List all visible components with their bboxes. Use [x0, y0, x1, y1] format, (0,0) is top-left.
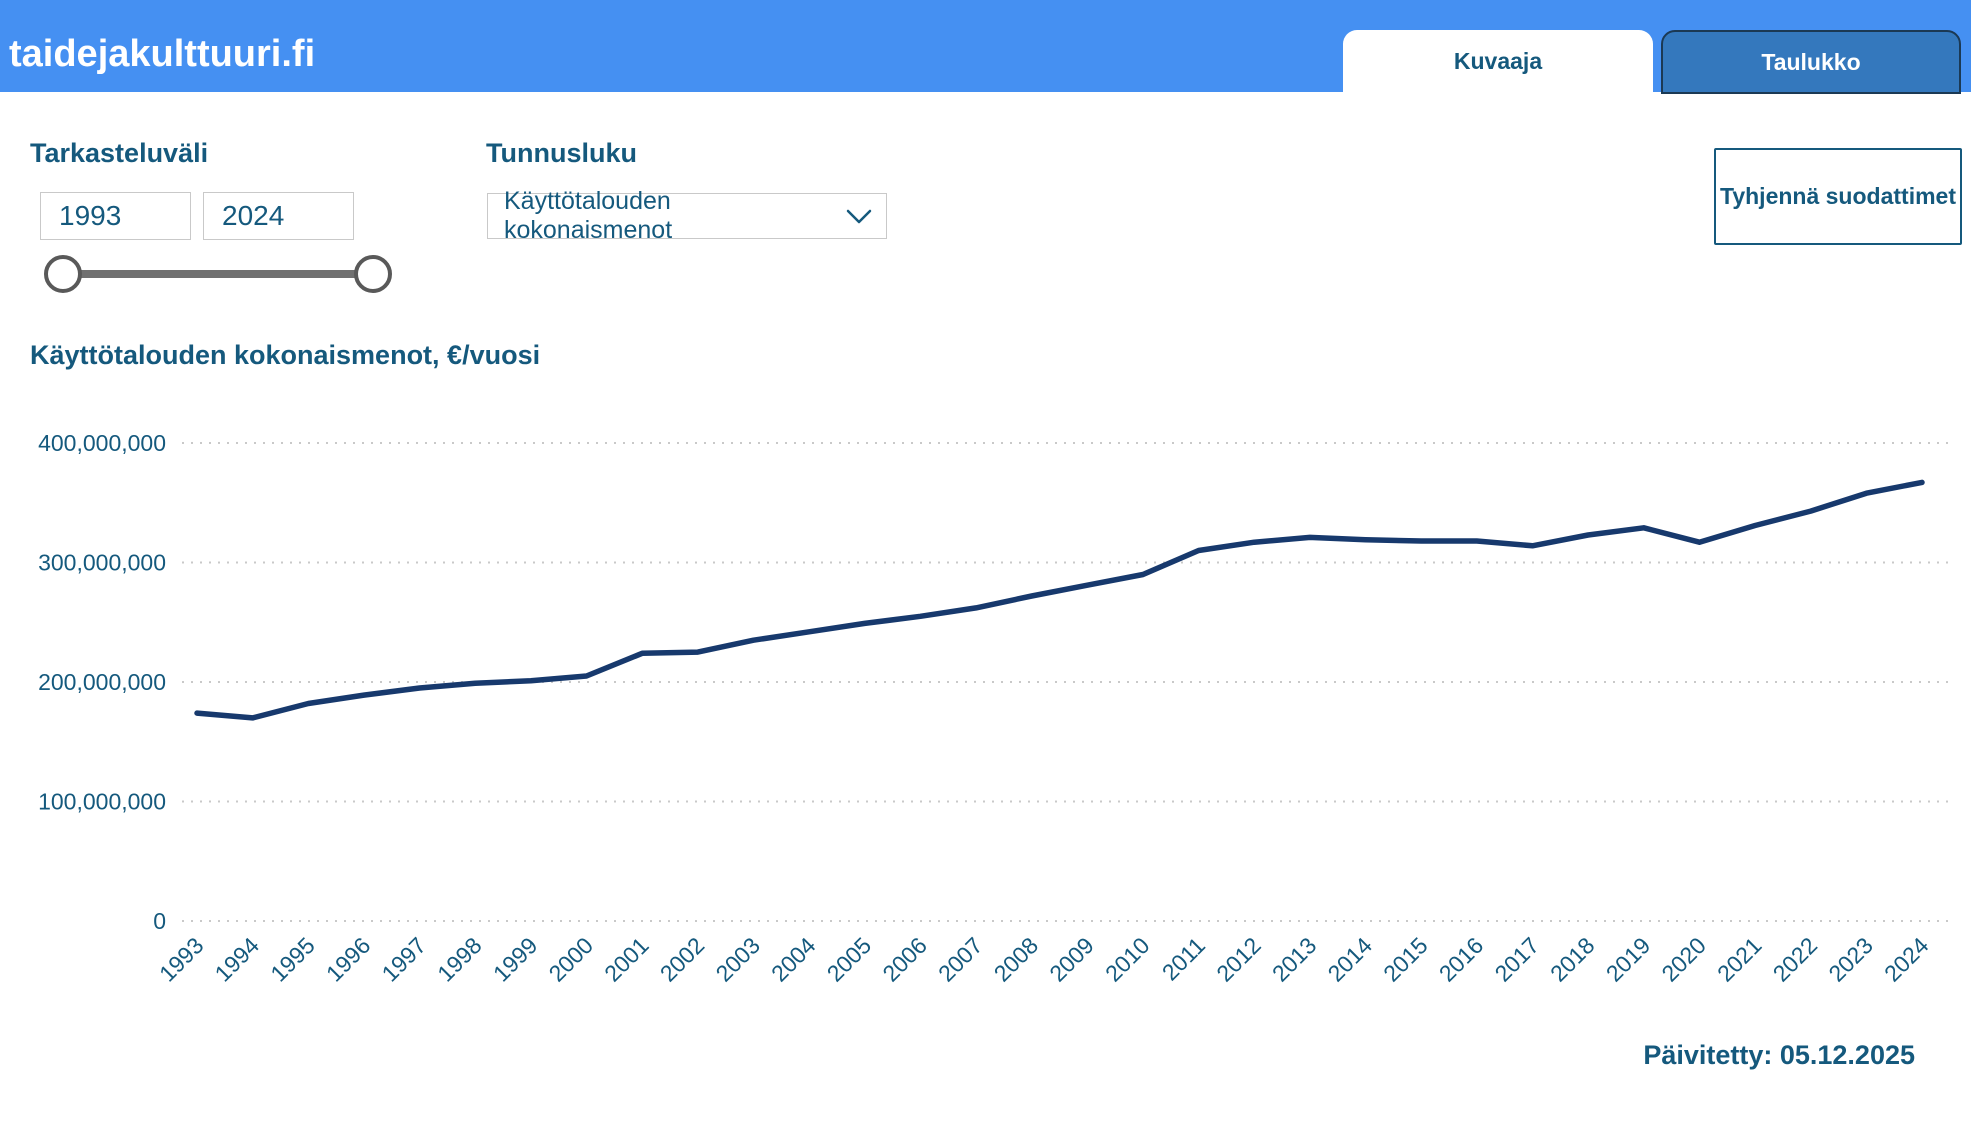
x-axis-tick-label: 2024 [1879, 932, 1934, 987]
indicator-filter-label: Tunnusluku [486, 138, 637, 168]
tab-taulukko-label: Taulukko [1761, 48, 1861, 75]
x-axis-tick-label: 2008 [989, 932, 1044, 987]
x-axis-tick-label: 2020 [1656, 932, 1711, 987]
x-axis-tick-label: 1994 [210, 932, 265, 987]
x-axis-tick-label: 2009 [1044, 932, 1099, 987]
x-axis-tick-label: 2014 [1322, 932, 1377, 987]
range-filter-label: Tarkasteluväli [30, 138, 209, 168]
clear-filters-label: Tyhjennä suodattimet [1720, 182, 1956, 209]
x-axis-tick-label: 2004 [766, 932, 821, 987]
y-axis-tick-label: 400,000,000 [38, 430, 166, 456]
clear-filters-button[interactable]: Tyhjennä suodattimet [1714, 148, 1962, 245]
x-axis-tick-label: 2021 [1712, 932, 1767, 987]
range-end-input[interactable] [203, 192, 354, 240]
range-start-input[interactable] [40, 192, 191, 240]
y-axis-tick-label: 200,000,000 [38, 669, 166, 695]
y-axis-tick-label: 100,000,000 [38, 789, 166, 815]
updated-timestamp: Päivitetty: 05.12.2025 [1643, 1040, 1915, 1070]
indicator-select[interactable]: Käyttötalouden kokonaismenot [487, 187, 887, 244]
x-axis-tick-label: 1995 [265, 932, 320, 987]
x-axis-tick-label: 2019 [1601, 932, 1656, 987]
chart-title: Käyttötalouden kokonaismenot, €/vuosi [30, 340, 541, 370]
x-axis-tick-label: 2011 [1157, 932, 1210, 985]
slider-handle-start[interactable] [44, 255, 82, 293]
slider-handle-end[interactable] [354, 255, 392, 293]
slider-track [61, 270, 375, 278]
tab-kuvaaja-label: Kuvaaja [1453, 47, 1543, 74]
x-axis-tick-label: 2023 [1823, 932, 1878, 987]
x-axis-tick-label: 1999 [488, 932, 543, 987]
tab-bar: Kuvaaja Taulukko [1343, 30, 1961, 94]
x-axis-tick-label: 1998 [432, 932, 487, 987]
x-axis-tick-label: 2005 [822, 932, 877, 987]
x-axis-tick-label: 2006 [877, 932, 932, 987]
chevron-down-icon [846, 209, 872, 223]
tab-taulukko[interactable]: Taulukko [1661, 30, 1961, 94]
x-axis-tick-label: 2022 [1768, 932, 1823, 987]
x-axis-tick-label: 2007 [933, 932, 988, 987]
x-axis-tick-label: 2012 [1211, 932, 1266, 987]
x-axis-tick-label: 1993 [154, 932, 209, 987]
x-axis-tick-label: 2017 [1489, 932, 1544, 987]
line-chart: 0 100,000,000 200,000,000 300,000,000 400,00… [38, 430, 1948, 987]
x-axis-tick-label: 2016 [1434, 932, 1489, 987]
x-axis-tick-label: 1996 [321, 932, 376, 987]
year-range-slider [44, 255, 392, 293]
x-axis-tick-label: 2001 [599, 932, 654, 987]
site-title: taidejakulttuuri.fi [9, 33, 316, 75]
x-axis-tick-label: 2018 [1545, 932, 1600, 987]
y-axis-tick-label: 300,000,000 [38, 550, 166, 576]
x-axis-tick-label: 2013 [1267, 932, 1322, 987]
x-axis-tick-label: 2010 [1100, 932, 1155, 987]
x-axis-tick-label: 1997 [377, 932, 432, 987]
x-axis-tick-label: 2015 [1378, 932, 1433, 987]
indicator-select-value: Käyttötalouden kokonaismenot [504, 187, 673, 244]
range-inputs [40, 192, 354, 240]
y-axis-tick-label: 0 [153, 908, 166, 934]
header-bar: taidejakulttuuri.fi Kuvaaja Taulukko [0, 0, 1971, 94]
x-axis-tick-label: 2003 [710, 932, 765, 987]
tab-kuvaaja[interactable]: Kuvaaja [1343, 30, 1653, 92]
x-axis-tick-label: 2000 [543, 932, 598, 987]
data-line [194, 479, 1925, 721]
x-axis-tick-label: 2002 [655, 932, 710, 987]
